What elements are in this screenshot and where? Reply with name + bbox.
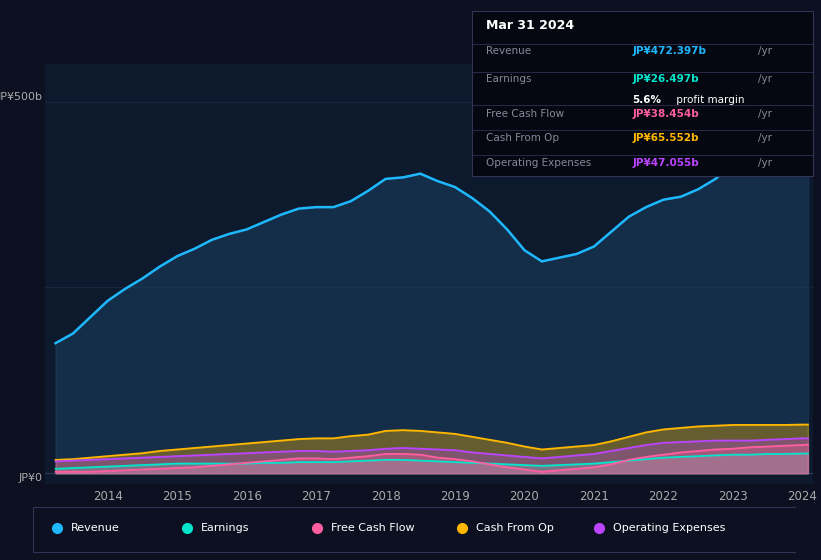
Text: JP¥500b: JP¥500b — [0, 92, 43, 101]
Text: Cash From Op: Cash From Op — [486, 133, 559, 143]
Text: JP¥26.497b: JP¥26.497b — [632, 74, 699, 84]
Text: /yr: /yr — [759, 74, 773, 84]
Text: JP¥472.397b: JP¥472.397b — [632, 46, 706, 56]
Text: Operating Expenses: Operating Expenses — [486, 158, 591, 168]
Text: Cash From Op: Cash From Op — [475, 523, 553, 533]
Text: Earnings: Earnings — [486, 74, 531, 84]
Text: /yr: /yr — [759, 158, 773, 168]
Text: Mar 31 2024: Mar 31 2024 — [486, 20, 574, 32]
Text: Earnings: Earnings — [201, 523, 250, 533]
Text: profit margin: profit margin — [673, 95, 745, 105]
Text: Revenue: Revenue — [486, 46, 531, 56]
Text: Operating Expenses: Operating Expenses — [613, 523, 726, 533]
Text: /yr: /yr — [759, 46, 773, 56]
Text: Free Cash Flow: Free Cash Flow — [331, 523, 415, 533]
Text: JP¥0: JP¥0 — [19, 473, 43, 483]
Text: Revenue: Revenue — [71, 523, 120, 533]
Text: JP¥47.055b: JP¥47.055b — [632, 158, 699, 168]
Text: /yr: /yr — [759, 109, 773, 119]
Text: /yr: /yr — [759, 133, 773, 143]
Text: Free Cash Flow: Free Cash Flow — [486, 109, 564, 119]
Text: 5.6%: 5.6% — [632, 95, 661, 105]
Text: JP¥38.454b: JP¥38.454b — [632, 109, 699, 119]
Text: JP¥65.552b: JP¥65.552b — [632, 133, 699, 143]
